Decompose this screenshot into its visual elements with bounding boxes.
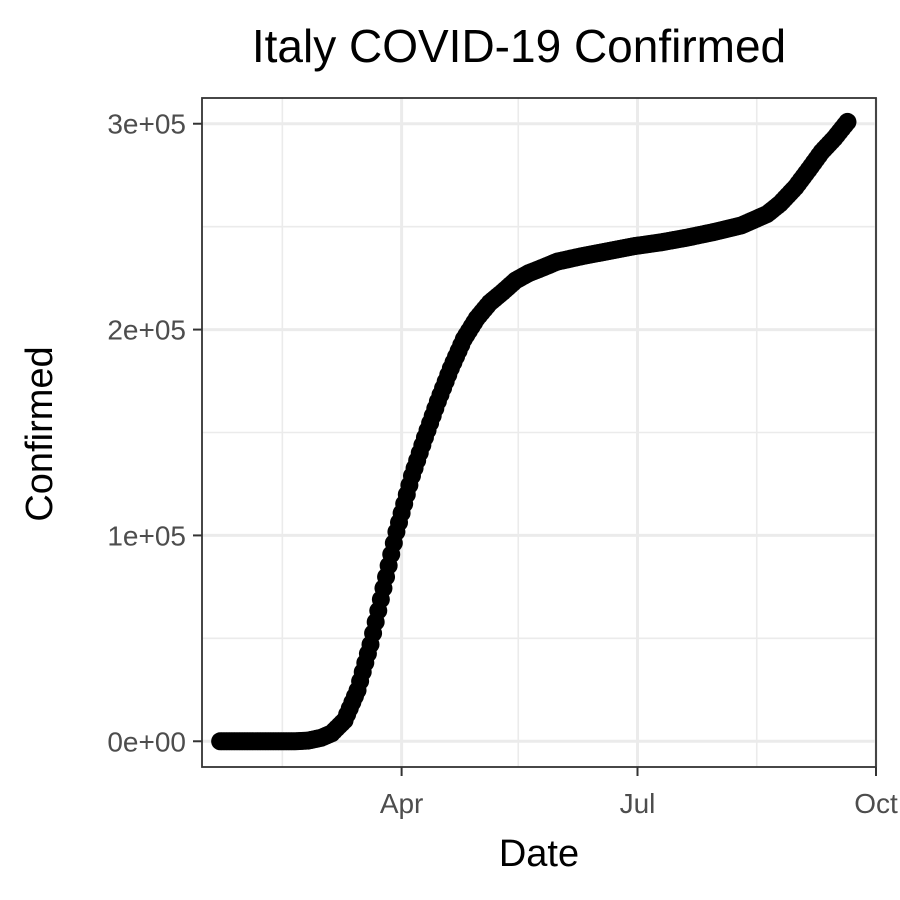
y-tick-label: 1e+05 bbox=[107, 520, 186, 551]
x-tick-label: Apr bbox=[380, 788, 424, 819]
x-tick-label: Oct bbox=[854, 788, 898, 819]
y-tick-label: 0e+00 bbox=[107, 726, 186, 757]
data-points bbox=[211, 112, 857, 751]
chart-title: Italy COVID-19 Confirmed bbox=[252, 20, 786, 72]
data-point bbox=[838, 112, 857, 131]
y-axis-title: Confirmed bbox=[19, 346, 61, 521]
y-axis: 0e+00 1e+05 2e+05 3e+05 bbox=[107, 109, 202, 757]
y-tick-label: 2e+05 bbox=[107, 315, 186, 346]
x-tick-label: Jul bbox=[620, 788, 656, 819]
panel-border bbox=[201, 97, 877, 768]
y-tick-label: 3e+05 bbox=[107, 109, 186, 140]
x-axis: Apr Jul Oct bbox=[380, 767, 898, 819]
x-axis-title: Date bbox=[499, 833, 579, 875]
